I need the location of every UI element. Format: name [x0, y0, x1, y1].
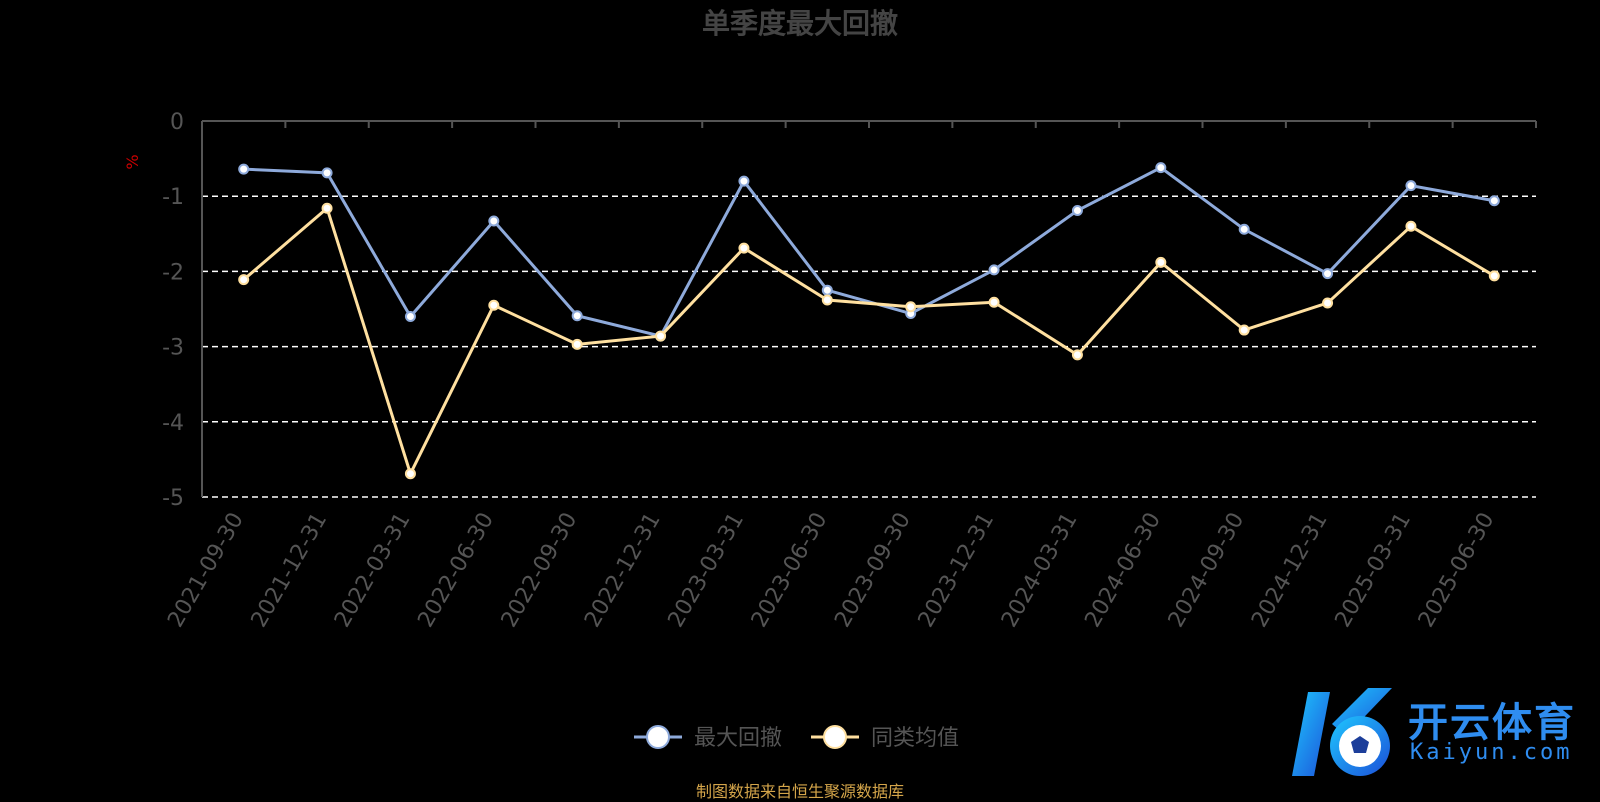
- y-tick-label: -4: [162, 411, 184, 436]
- x-tick-label: 2022-12-31: [580, 509, 666, 632]
- series-2-point: [571, 338, 583, 350]
- series-2-point: [321, 202, 333, 214]
- series-1-point: [1405, 180, 1417, 192]
- source-note: 制图数据来自恒生聚源数据库: [695, 782, 904, 801]
- x-tick-label: 2022-03-31: [330, 509, 416, 632]
- x-tick-label: 2022-06-30: [413, 509, 499, 632]
- series-1-point: [571, 310, 583, 322]
- x-tick-label: 2021-12-31: [247, 509, 333, 632]
- series-2-point: [905, 301, 917, 313]
- series-2-point: [1071, 349, 1083, 361]
- series-1-point: [738, 175, 750, 187]
- series-1-point: [1155, 162, 1167, 174]
- legend-label-2: 同类均值: [871, 726, 959, 751]
- series-1-point: [1322, 268, 1334, 280]
- series-1-point: [1238, 223, 1250, 235]
- brand-mark-icon: [1292, 688, 1392, 776]
- series-1-point: [1071, 204, 1083, 216]
- x-tick-label: 2025-03-31: [1331, 509, 1417, 632]
- series-2-point: [1238, 324, 1250, 336]
- chart-title: 单季度最大回撤: [702, 7, 898, 40]
- series-line-2: [242, 205, 1496, 478]
- x-tick-label: 2024-03-31: [997, 509, 1083, 632]
- y-tick-label: -2: [162, 260, 184, 285]
- legend-label-1: 最大回撤: [694, 726, 782, 751]
- series-1-point: [488, 215, 500, 227]
- series-2-point: [1322, 297, 1334, 309]
- series-2-point: [488, 299, 500, 311]
- series-1-point: [238, 163, 250, 175]
- x-tick-label: 2024-09-30: [1164, 509, 1250, 632]
- y-axis-label: %: [123, 154, 142, 169]
- x-tick-label: 2025-06-30: [1414, 509, 1500, 632]
- series-1-point: [1488, 195, 1500, 207]
- brand-name-cn: 开云体育: [1408, 700, 1576, 746]
- series-2-point: [1155, 256, 1167, 268]
- series-1-point: [321, 167, 333, 179]
- series-2-point: [655, 330, 667, 342]
- series-2-point: [238, 274, 250, 286]
- legend-marker-2: [823, 725, 847, 749]
- series-1-point: [404, 311, 416, 323]
- brand-name-en: Kaiyun.com: [1410, 740, 1573, 765]
- x-tick-label: 2024-06-30: [1080, 509, 1166, 632]
- series-2-point: [988, 296, 1000, 308]
- x-tick-label: 2022-09-30: [497, 509, 583, 632]
- x-tick-label: 2021-09-30: [163, 509, 249, 632]
- x-tick-label: 2024-12-31: [1247, 509, 1333, 632]
- x-tick-label: 2023-12-31: [914, 509, 1000, 632]
- series-1-point: [821, 284, 833, 296]
- y-tick-label: 0: [170, 110, 184, 135]
- x-tick-label: 2023-06-30: [747, 509, 833, 632]
- x-tick-label: 2023-09-30: [830, 509, 916, 632]
- x-tick-label: 2023-03-31: [664, 509, 750, 632]
- series-2-point: [738, 242, 750, 254]
- y-tick-label: -3: [162, 336, 184, 361]
- y-tick-label: -5: [162, 486, 184, 511]
- brand-logo: 开云体育 Kaiyun.com: [1288, 684, 1578, 784]
- series-2-point: [404, 468, 416, 480]
- series-2-point: [1488, 270, 1500, 282]
- series-2-point: [1405, 220, 1417, 232]
- series-1-point: [988, 264, 1000, 276]
- legend-marker-1: [646, 725, 670, 749]
- y-tick-label: -1: [162, 185, 184, 210]
- series-2-point: [821, 294, 833, 306]
